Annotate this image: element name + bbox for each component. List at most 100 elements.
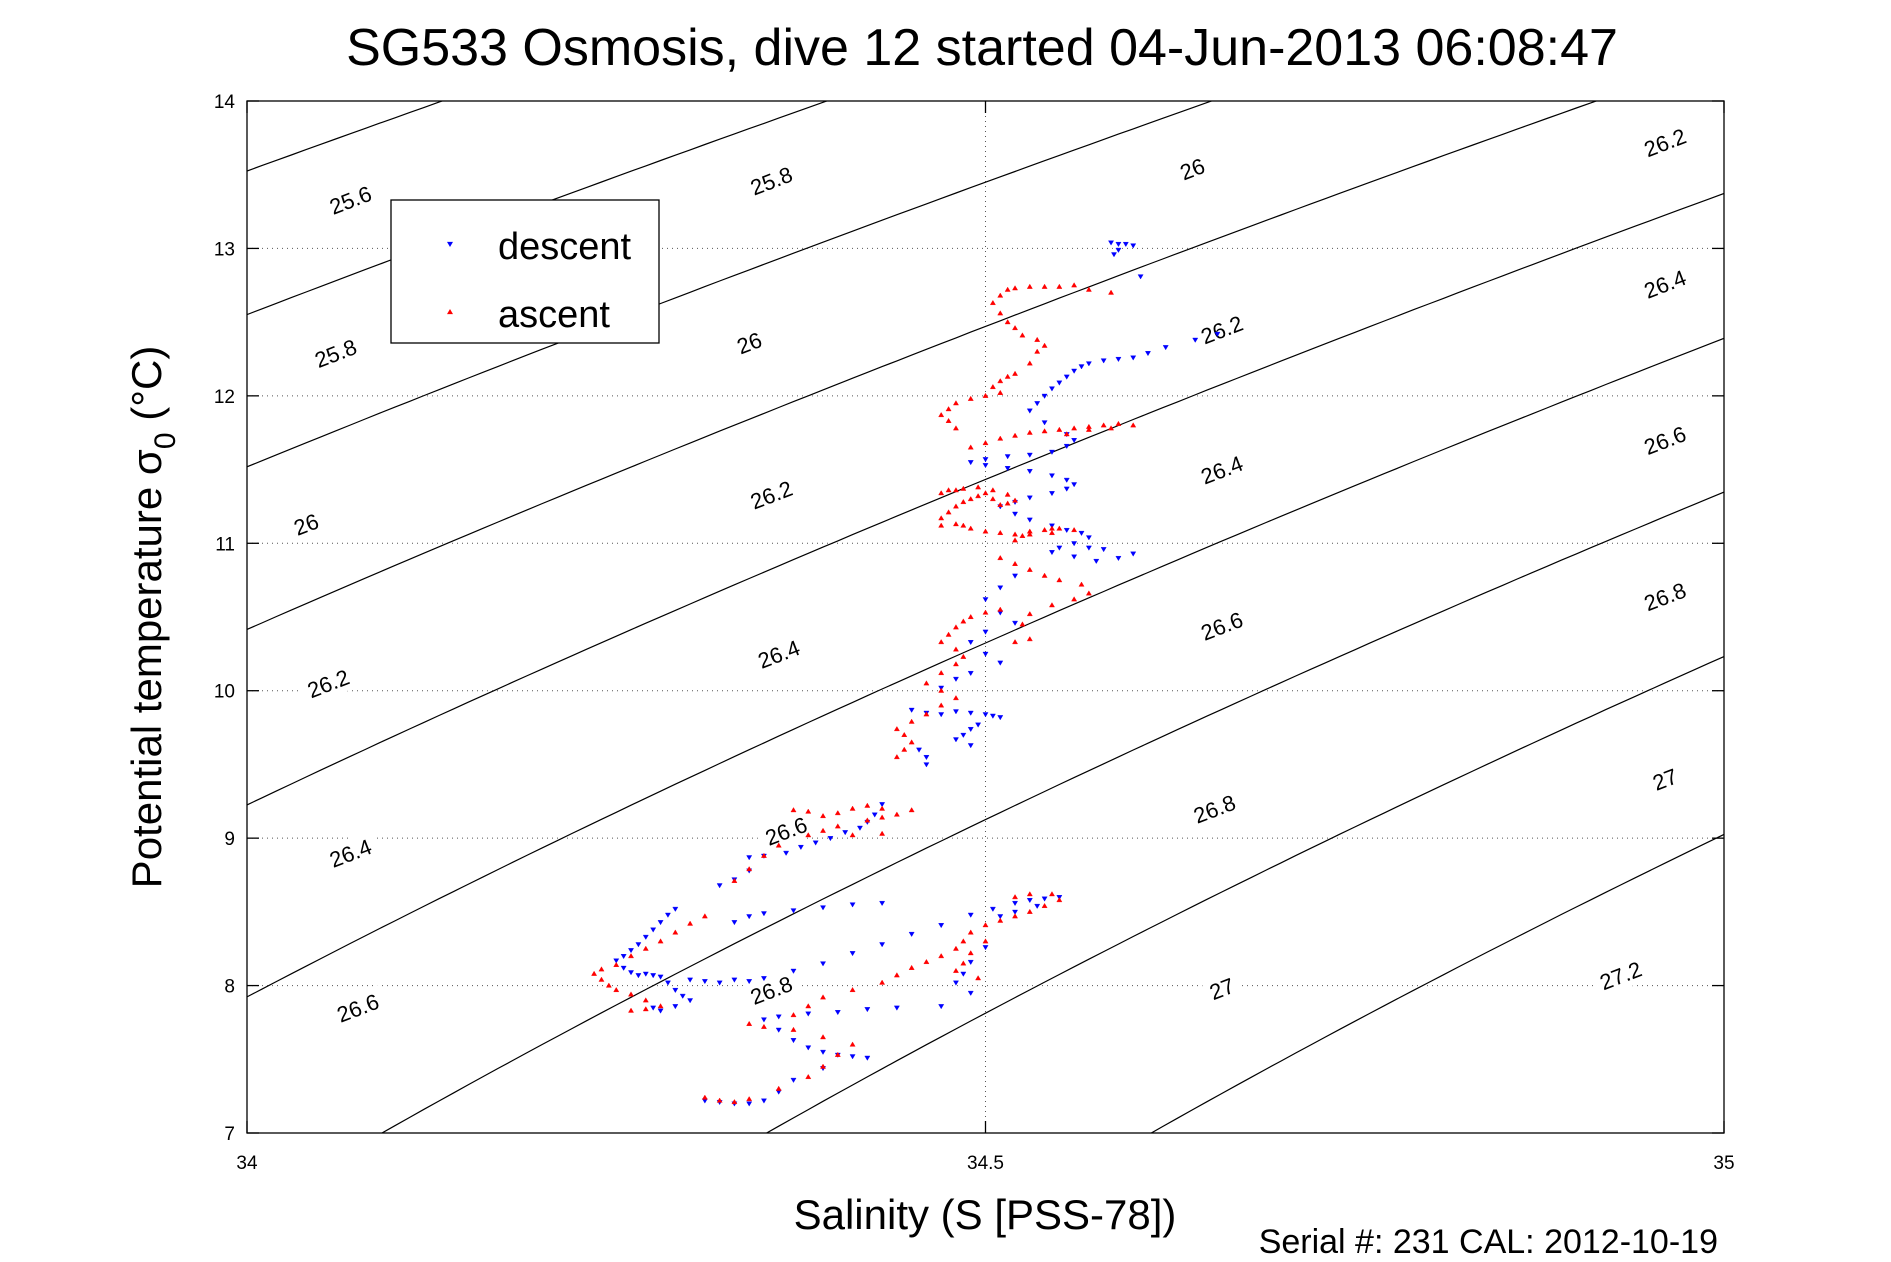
data-point-ascent [967, 395, 974, 401]
data-point-descent [1041, 393, 1048, 399]
grid [247, 101, 1724, 1133]
data-point-descent [761, 1017, 767, 1023]
data-point-descent [953, 709, 959, 715]
data-point-ascent [989, 487, 996, 493]
data-point-ascent [982, 922, 989, 928]
data-point-descent [938, 923, 945, 929]
data-point-descent [1012, 900, 1018, 907]
data-point-ascent [1071, 596, 1078, 602]
data-point-ascent [746, 1096, 753, 1102]
data-point-ascent [1012, 285, 1018, 291]
data-point-ascent [687, 920, 694, 926]
data-point-descent [997, 660, 1004, 666]
data-point-ascent [1012, 370, 1018, 376]
isopycnal-label: 27 [1200, 969, 1243, 1008]
data-point-ascent [864, 817, 871, 823]
data-point-descent [1034, 401, 1041, 407]
data-point-descent [967, 671, 974, 677]
data-point-descent [864, 1007, 871, 1013]
data-point-descent [790, 1077, 797, 1083]
data-point-descent [938, 712, 945, 718]
isopycnal-line [380, 491, 1724, 1133]
data-point-descent [1100, 547, 1107, 553]
data-point-ascent [967, 525, 974, 531]
data-point-descent [746, 979, 753, 985]
data-point-ascent [879, 805, 886, 811]
isopycnal-line [1150, 833, 1724, 1133]
data-point-ascent [938, 702, 945, 708]
data-point-descent [1130, 355, 1137, 361]
data-point-descent [967, 912, 974, 918]
data-point-ascent [820, 813, 826, 819]
data-point-descent [1071, 482, 1078, 488]
y-tick-label: 14 [214, 92, 236, 113]
data-point-descent [820, 905, 826, 911]
data-point-descent [650, 1005, 657, 1011]
data-point-ascent [805, 1073, 812, 1079]
data-point-ascent [834, 1051, 841, 1057]
data-point-ascent [953, 624, 959, 630]
data-point-ascent [834, 823, 841, 829]
data-point-ascent [805, 1003, 812, 1009]
data-point-ascent [945, 406, 952, 412]
data-point-ascent [1056, 897, 1063, 903]
data-point-descent [997, 914, 1004, 920]
data-point-ascent [731, 1099, 738, 1105]
data-point-ascent [613, 986, 620, 993]
isopycnal-label: 25.8 [739, 157, 804, 205]
data-point-ascent [820, 1034, 826, 1040]
data-point-descent [820, 961, 826, 967]
data-point-ascent [1049, 891, 1055, 897]
data-point-descent [1192, 337, 1199, 343]
data-point-descent [1122, 241, 1129, 247]
isopycnal-line [247, 101, 1214, 468]
data-point-ascent [1012, 531, 1018, 537]
data-point-ascent [989, 384, 996, 390]
data-point-descent [805, 1011, 812, 1017]
data-point-ascent [1063, 431, 1070, 437]
data-point-descent [967, 640, 974, 646]
isopycnal-line [247, 192, 1724, 806]
data-point-ascent [701, 1094, 708, 1100]
data-point-descent [1034, 903, 1041, 909]
data-point-ascent [938, 670, 945, 676]
data-point-ascent [982, 528, 989, 534]
data-point-ascent [893, 754, 900, 760]
data-point-ascent [938, 687, 945, 693]
data-point-ascent [1071, 425, 1078, 431]
data-point-ascent [938, 953, 945, 959]
data-point-ascent [975, 484, 982, 490]
data-point-descent [1049, 491, 1055, 497]
data-point-descent [908, 931, 915, 937]
data-point-ascent [960, 522, 967, 528]
data-point-ascent [1041, 572, 1048, 578]
data-point-ascent [805, 808, 812, 814]
data-point-descent [1071, 541, 1078, 547]
data-point-ascent [1004, 286, 1011, 292]
data-point-ascent [1085, 426, 1092, 432]
isopycnal-label: 26 [728, 323, 771, 362]
data-point-descent [746, 855, 753, 861]
isopycnal-line [765, 656, 1724, 1133]
data-point-descent [953, 737, 959, 743]
isopycnal-label-gap [1200, 969, 1243, 1008]
data-point-ascent [761, 852, 767, 858]
data-point-descent [1078, 530, 1085, 536]
data-point-ascent [790, 1012, 797, 1018]
data-point-ascent [938, 522, 945, 528]
data-point-ascent [997, 378, 1004, 384]
data-point-descent [960, 732, 967, 738]
data-point-descent [871, 812, 878, 818]
data-point-descent [672, 906, 679, 912]
data-point-descent [1085, 535, 1092, 541]
data-point-descent [1041, 896, 1048, 902]
data-point-ascent [1115, 420, 1122, 426]
data-point-ascent [953, 400, 959, 406]
data-point-descent [1115, 241, 1122, 248]
data-point-ascent [879, 979, 886, 985]
data-point-ascent [982, 609, 989, 615]
isopycnal-label: 27 [1644, 760, 1686, 799]
data-point-ascent [1026, 566, 1033, 572]
data-point-ascent [1078, 581, 1085, 587]
